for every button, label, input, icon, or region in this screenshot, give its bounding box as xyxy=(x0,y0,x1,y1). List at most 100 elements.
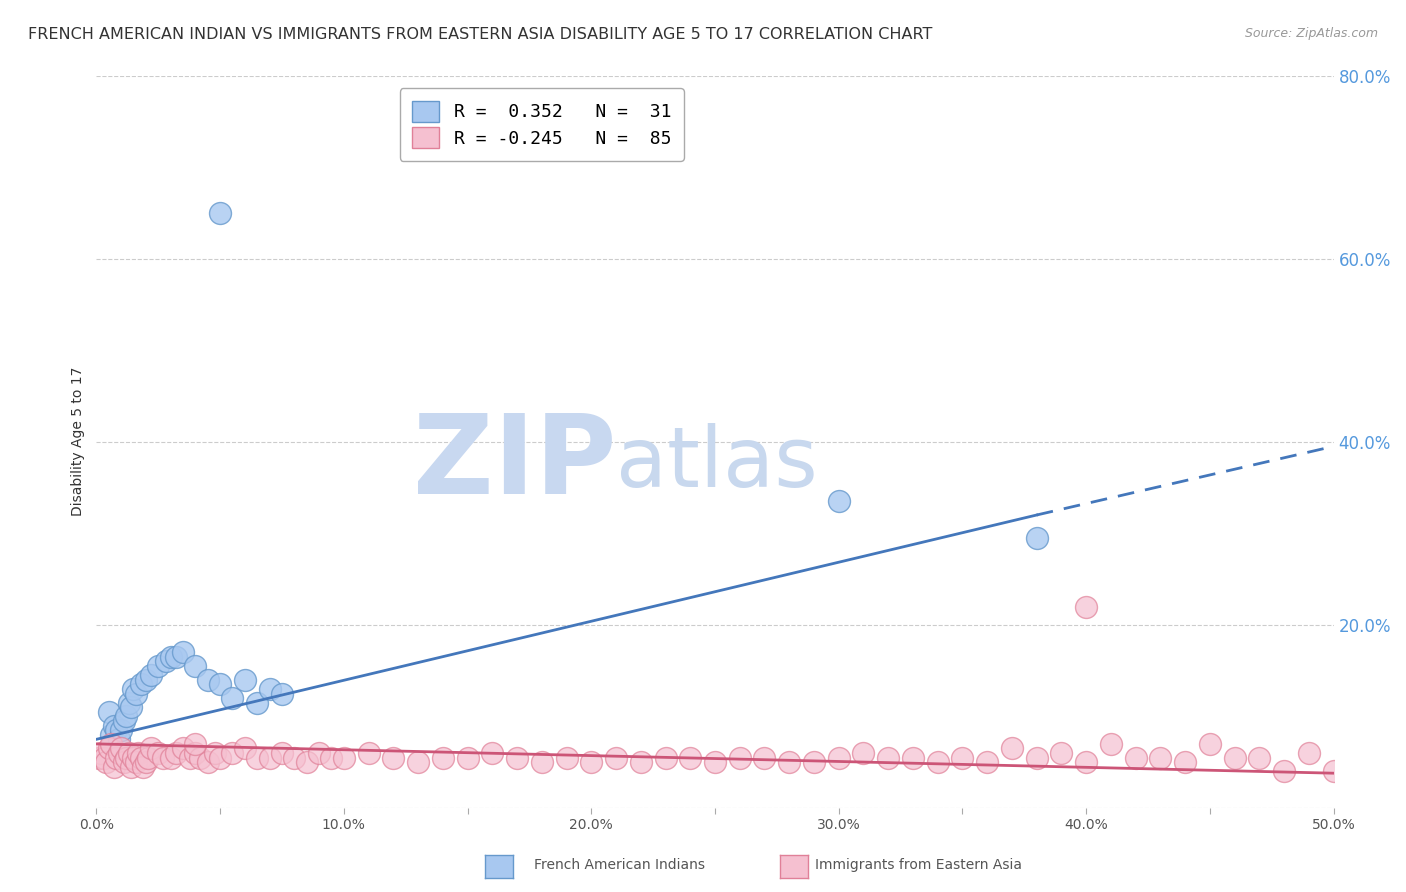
Point xyxy=(93,750,115,764)
Point xyxy=(259,750,281,764)
Point xyxy=(1149,750,1171,764)
Point xyxy=(828,494,851,508)
Point xyxy=(129,677,152,691)
Point xyxy=(103,760,125,774)
Point xyxy=(115,750,138,764)
Point xyxy=(152,750,174,764)
Point xyxy=(105,750,128,764)
Point xyxy=(87,750,110,764)
Point xyxy=(135,755,157,769)
Point xyxy=(197,673,219,687)
Point xyxy=(96,755,118,769)
Point xyxy=(100,737,122,751)
Point xyxy=(125,755,148,769)
Point xyxy=(159,750,181,764)
Point xyxy=(530,755,553,769)
Point xyxy=(581,755,603,769)
Point xyxy=(1076,599,1098,614)
Point xyxy=(184,659,207,673)
Point xyxy=(209,206,232,220)
Point xyxy=(704,755,727,769)
Point xyxy=(117,746,139,760)
Point xyxy=(952,750,974,764)
Point xyxy=(97,705,120,719)
Point xyxy=(139,668,162,682)
Point xyxy=(1298,746,1320,760)
Point xyxy=(1125,750,1147,764)
Point xyxy=(127,746,149,760)
Point xyxy=(1025,531,1047,545)
Point xyxy=(107,746,129,760)
Point xyxy=(221,746,243,760)
Point xyxy=(1199,737,1222,751)
Text: Immigrants from Eastern Asia: Immigrants from Eastern Asia xyxy=(815,858,1022,872)
Point xyxy=(754,750,776,764)
Point xyxy=(246,696,269,710)
Point xyxy=(271,687,294,701)
Point xyxy=(135,673,157,687)
Point xyxy=(233,673,256,687)
Point xyxy=(172,645,194,659)
Point xyxy=(927,755,949,769)
Point xyxy=(209,750,232,764)
Point xyxy=(976,755,998,769)
Point xyxy=(605,750,627,764)
Point xyxy=(728,750,751,764)
Point xyxy=(901,750,924,764)
Point xyxy=(432,750,454,764)
Point xyxy=(295,755,318,769)
Point xyxy=(233,741,256,756)
Point xyxy=(184,746,207,760)
Point xyxy=(179,750,201,764)
Point xyxy=(90,746,112,760)
Point xyxy=(828,750,851,764)
Point xyxy=(139,741,162,756)
Point xyxy=(188,750,211,764)
Point xyxy=(1174,755,1197,769)
Point xyxy=(197,755,219,769)
Point xyxy=(165,649,187,664)
Point xyxy=(1076,755,1098,769)
Point xyxy=(148,659,170,673)
Point xyxy=(654,750,676,764)
Text: FRENCH AMERICAN INDIAN VS IMMIGRANTS FROM EASTERN ASIA DISABILITY AGE 5 TO 17 CO: FRENCH AMERICAN INDIAN VS IMMIGRANTS FRO… xyxy=(28,27,932,42)
Point xyxy=(1223,750,1246,764)
Point xyxy=(630,755,652,769)
Point xyxy=(155,655,177,669)
Text: Source: ZipAtlas.com: Source: ZipAtlas.com xyxy=(1244,27,1378,40)
Point xyxy=(100,728,122,742)
Point xyxy=(125,687,148,701)
Point xyxy=(259,681,281,696)
Point xyxy=(148,746,170,760)
Point xyxy=(803,755,825,769)
Point xyxy=(1099,737,1122,751)
Point xyxy=(555,750,578,764)
Point xyxy=(107,732,129,747)
Point xyxy=(184,737,207,751)
Point xyxy=(457,750,479,764)
Point xyxy=(877,750,900,764)
Point xyxy=(103,718,125,732)
Point xyxy=(308,746,330,760)
Point xyxy=(406,755,429,769)
Point xyxy=(105,723,128,738)
Point xyxy=(1323,764,1346,779)
Point xyxy=(172,741,194,756)
Legend: R =  0.352   N =  31, R = -0.245   N =  85: R = 0.352 N = 31, R = -0.245 N = 85 xyxy=(399,88,683,161)
Point xyxy=(1272,764,1295,779)
Point xyxy=(120,700,142,714)
Point xyxy=(778,755,800,769)
Point xyxy=(122,750,145,764)
Point xyxy=(1001,741,1024,756)
Text: atlas: atlas xyxy=(616,423,818,504)
Point xyxy=(1025,750,1047,764)
Point xyxy=(136,750,159,764)
Point xyxy=(115,709,138,723)
Point xyxy=(117,696,139,710)
Point xyxy=(481,746,503,760)
Point xyxy=(110,741,132,756)
Point xyxy=(283,750,305,764)
Point xyxy=(1050,746,1073,760)
Text: ZIP: ZIP xyxy=(412,410,616,517)
Point xyxy=(1249,750,1271,764)
